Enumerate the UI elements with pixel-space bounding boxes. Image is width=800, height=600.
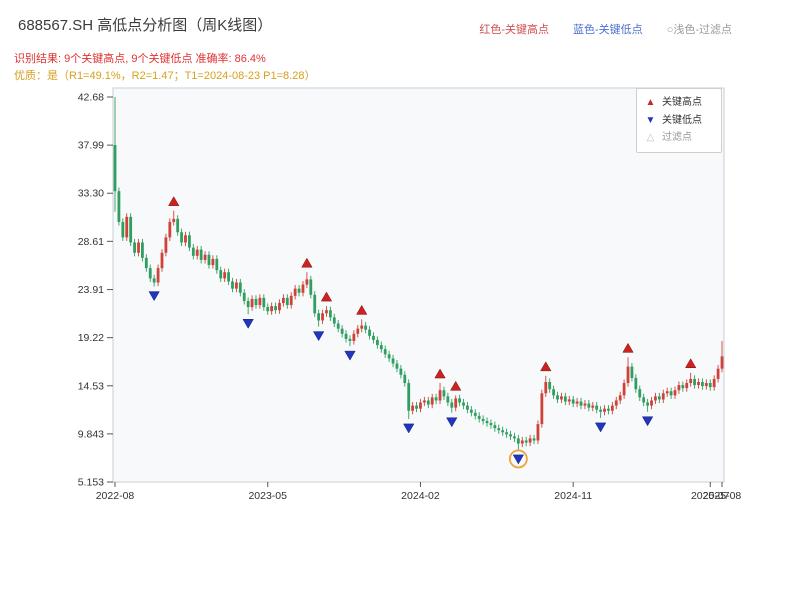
plot-area: [112, 87, 725, 483]
key-high-marker: [320, 291, 333, 302]
x-tick-label: 2024-11: [554, 490, 592, 502]
x-tick-label: 2025-07: [691, 490, 730, 502]
key-high-marker: [622, 342, 634, 353]
quality-result-text: 优质：是（R1=49.1%，R2=1.47；T1=2024-08-23 P1=8…: [14, 70, 316, 82]
key-low-marker: [313, 331, 325, 342]
y-tick-label: 14.53: [78, 380, 104, 392]
top-legend-filter-label: ○浅色-过滤点: [666, 24, 732, 36]
x-tick-label: 2023-05: [248, 490, 287, 502]
key-low-marker: [594, 422, 607, 433]
x-tick-label: 2022-08: [96, 490, 135, 502]
y-tick-label: 28.61: [78, 236, 104, 248]
recognition-result-text: 识别结果: 9个关键高点, 9个关键低点 准确率: 86.4%: [14, 53, 266, 65]
x-axis: 2022-08 2023-05 2024-02 2024-11 2025-072025-…: [96, 482, 742, 502]
key-high-marker: [685, 358, 697, 369]
top-legend: 红色-关键高点 蓝色-关键低点 ○浅色-过滤点: [479, 21, 732, 37]
triangle-up-icon: ▲: [645, 97, 656, 108]
key-high-marker: [434, 368, 446, 379]
y-tick-label: 19.22: [78, 332, 104, 344]
top-legend-key-low-label: 蓝色-关键低点: [573, 24, 643, 36]
y-axis: 42.68 37.99 33.30 28.61 23.91 19.22 14.53 9.843…: [78, 92, 113, 489]
y-tick-label: 37.99: [78, 140, 104, 152]
page-title: 688567.SH 高低点分析图（周K线图）: [18, 17, 273, 34]
key-low-markers: [148, 291, 654, 465]
key-high-marker: [356, 304, 368, 315]
key-low-marker: [641, 416, 654, 427]
x-tick-label: 2025-08: [703, 490, 742, 502]
key-high-marker: [450, 380, 462, 391]
top-legend-key-high-label: 红色-关键高点: [479, 24, 550, 36]
chart-legend-key-low-label: 关键低点: [662, 114, 702, 126]
chart-legend-key-high: ▲ 关键高点: [645, 94, 713, 112]
key-low-marker: [242, 319, 254, 329]
filtered-point-circle: [508, 449, 528, 469]
chart-legend-key-low: ▼ 关键低点: [645, 112, 713, 130]
key-low-marker: [446, 417, 458, 428]
y-tick-label: 42.68: [78, 92, 104, 104]
key-low-marker: [512, 454, 524, 465]
key-low-marker: [344, 350, 356, 361]
chart-legend-box: ▲ 关键高点 ▼ 关键低点 △ 过滤点: [636, 88, 722, 153]
y-tick-label: 23.91: [78, 284, 104, 296]
key-high-marker: [540, 361, 552, 372]
triangle-down-icon: ▼: [645, 114, 656, 126]
key-high-marker: [301, 257, 313, 268]
x-tick-label: 2024-02: [401, 490, 440, 502]
candles-group: [113, 97, 724, 450]
key-low-marker: [148, 291, 160, 302]
y-tick-label: 9.843: [78, 428, 104, 440]
triangle-outline-icon: △: [646, 132, 655, 143]
y-tick-label: 5.153: [78, 477, 104, 489]
y-tick-label: 33.30: [78, 188, 104, 200]
key-high-marker: [168, 196, 180, 206]
key-low-marker: [403, 423, 415, 434]
key-high-markers: [168, 196, 697, 391]
chart-legend-filter: △ 过滤点: [645, 129, 713, 147]
chart-legend-filter-label: 过滤点: [662, 132, 692, 143]
chart-legend-key-high-label: 关键高点: [662, 97, 702, 108]
